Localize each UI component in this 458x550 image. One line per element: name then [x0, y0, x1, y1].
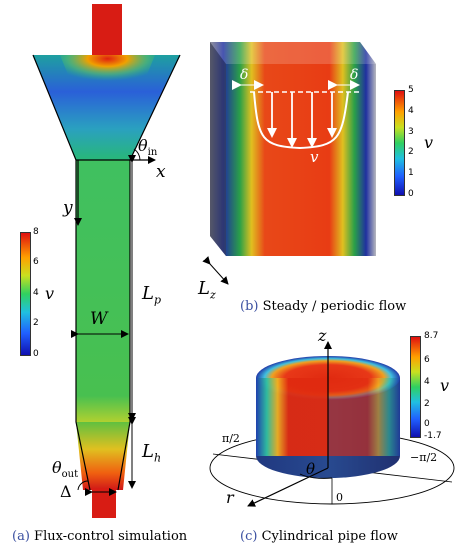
panel-c-colorbar-tick-min: -1.7 — [424, 431, 442, 441]
panel-b-colorbar-tick-3: 3 — [408, 127, 414, 137]
theta-arc — [299, 473, 333, 479]
panel-c-colorbar-tick-max: 8.7 — [424, 331, 439, 341]
theta-in-label: θin — [138, 136, 158, 159]
panel-b-colorbar-tick-5: 5 — [408, 85, 414, 95]
panel-c-colorbar-var: v — [440, 376, 450, 395]
slab-top-face — [210, 42, 376, 64]
panel-b-colorbar-tick-2: 2 — [408, 147, 414, 157]
funnel-hotspot — [60, 55, 155, 92]
panel-c-colorbar-tick-6: 6 — [424, 355, 430, 365]
panel-b-colorbar-tick-4: 4 — [408, 106, 414, 116]
theta-out-label: θout — [52, 458, 79, 481]
x-axis-label: x — [156, 162, 166, 182]
cylinder-cut-face-left — [256, 378, 328, 456]
theta-out-arc — [77, 480, 89, 491]
panel-b-colorbar-tick-0: 0 — [408, 189, 414, 199]
panel-a-caption: (a) Flux-control simulation — [12, 529, 188, 544]
panel-c-colorbar — [410, 336, 421, 438]
panel-a-colorbar-tick-4: 4 — [33, 288, 39, 298]
delta-left-label: δ — [240, 67, 249, 83]
w-label: W — [90, 309, 108, 329]
delta-label: Δ — [60, 482, 72, 501]
panel-b-colorbar-tick-1: 1 — [408, 168, 414, 178]
panel-a-simulation — [32, 4, 181, 518]
inlet-column — [92, 4, 122, 56]
slab-body — [210, 42, 376, 256]
outlet-hopper — [76, 422, 130, 490]
lp-label: Lp — [142, 283, 161, 307]
panel-a-colorbar — [20, 232, 31, 356]
r-axis-label: r — [226, 488, 234, 507]
panel-a-colorbar-tick-6: 6 — [33, 257, 39, 267]
zero-label: 0 — [336, 491, 343, 504]
channel-body — [76, 160, 130, 422]
panel-c-colorbar-tick-0: 0 — [424, 419, 430, 429]
panel-c-caption: (c) Cylindrical pipe flow — [240, 529, 398, 544]
funnel-outline — [32, 54, 181, 161]
panel-c-colorbar-tick-4: 4 — [424, 377, 430, 387]
lh-label: Lh — [142, 441, 162, 465]
r-axis-line — [247, 467, 329, 507]
slab-left-face — [210, 42, 226, 256]
panel-c-simulation — [209, 341, 455, 507]
z-axis-label: z — [318, 326, 327, 345]
panel-b-colorbar-var: v — [424, 133, 434, 152]
y-axis-label: y — [63, 198, 73, 218]
neg-pi-half-label: −π/2 — [410, 451, 438, 464]
panel-a-colorbar-tick-0: 0 — [33, 349, 39, 359]
lz-label: Lz — [198, 278, 216, 302]
theta-label: θ — [306, 460, 316, 478]
panel-c-colorbar-tick-2: 2 — [424, 399, 430, 409]
pi-half-label: π/2 — [222, 432, 240, 445]
delta-right-label: δ — [350, 67, 359, 83]
panel-a-colorbar-tick-8: 8 — [33, 227, 39, 237]
velocity-profile-curve — [253, 91, 349, 150]
panel-b-simulation — [202, 42, 376, 285]
cylinder-cut-face-right — [328, 378, 400, 456]
theta-in-arc — [133, 148, 141, 161]
panel-a-colorbar-var: v — [45, 284, 55, 303]
panel-b-caption: (b) Steady / periodic flow — [240, 299, 407, 314]
panel-b-colorbar — [394, 90, 405, 196]
panel-a-colorbar-tick-2: 2 — [33, 318, 39, 328]
lz-dimension — [202, 256, 229, 285]
velocity-label: v — [310, 148, 319, 166]
